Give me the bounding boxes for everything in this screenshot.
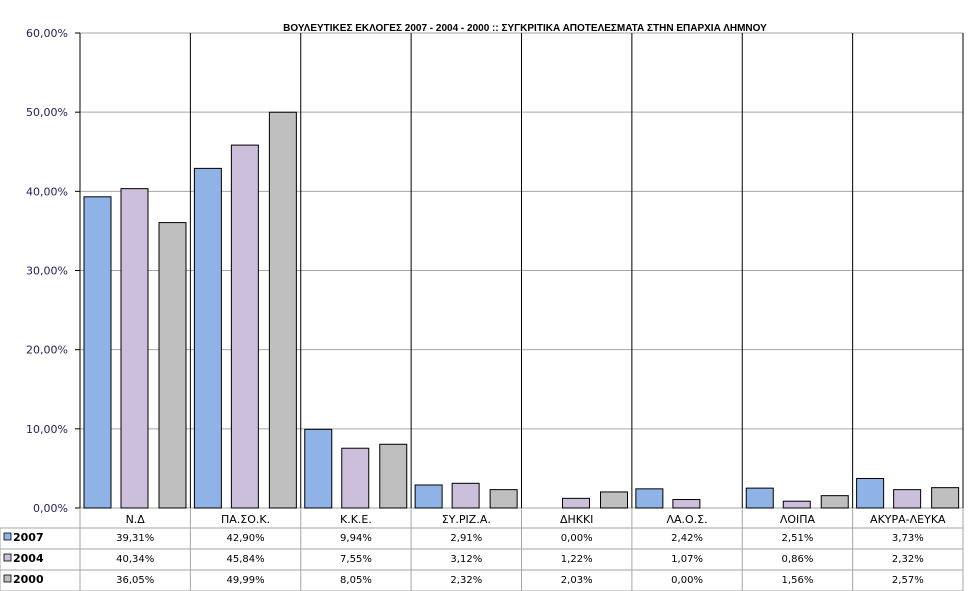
data-cell: 1,07% <box>671 554 703 565</box>
bar-2007-6 <box>635 488 664 509</box>
chart-title: ΒΟΥΛΕΥΤΙΚΕΣ ΕΚΛΟΓΕΣ 2007 - 2004 - 2000 :… <box>283 23 767 34</box>
category-label: ΛΟΙΠΑ <box>780 513 816 526</box>
data-cell: 8,05% <box>340 575 372 586</box>
legend-key-2000 <box>3 574 12 583</box>
data-cell: 3,73% <box>892 533 924 544</box>
data-cell: 1,22% <box>561 554 593 565</box>
bar-2000-4 <box>489 489 518 509</box>
data-cell: 36,05% <box>116 575 154 586</box>
bar-2004-4 <box>451 482 480 509</box>
data-cell: 0,00% <box>561 533 593 544</box>
bar-2000-2 <box>268 111 297 509</box>
bar-2004-8 <box>893 489 922 509</box>
data-cell: 2,42% <box>671 533 703 544</box>
data-cell: 7,55% <box>340 554 372 565</box>
bar-2007-3 <box>304 428 333 509</box>
category-label: Ν.Δ <box>126 513 146 526</box>
bar-2007-4 <box>414 484 443 509</box>
bars <box>83 111 960 509</box>
bar-2007-8 <box>856 477 885 509</box>
data-cell: 49,99% <box>226 575 264 586</box>
data-cell: 0,00% <box>671 575 703 586</box>
category-label: ΣΥ.ΡΙΖ.Α. <box>442 513 491 526</box>
data-cell: 2,51% <box>782 533 814 544</box>
y-tick-label: 10,00% <box>26 423 68 436</box>
data-cell: 2,91% <box>450 533 482 544</box>
y-tick-label: 40,00% <box>26 185 68 198</box>
bar-2000-5 <box>600 491 628 509</box>
y-axis: 0,00% 10,00% 20,00% 30,00% 40,00% 50,00% 60,00… <box>26 27 81 515</box>
bar-2004-1 <box>120 188 149 509</box>
data-cell: 39,31% <box>116 533 154 544</box>
data-cell: 42,90% <box>226 533 264 544</box>
bar-2004-2 <box>230 144 259 509</box>
bar-2007-2 <box>193 167 222 509</box>
bar-2004-7 <box>782 500 811 509</box>
bar-2000-1 <box>158 222 187 509</box>
data-cell: 2,32% <box>892 554 924 565</box>
y-tick-label: 30,00% <box>26 265 68 278</box>
data-table: Ν.Δ ΠΑ.ΣΟ.Κ. Κ.Κ.Ε. ΣΥ.ΡΙΖ.Α. ΔΗΚΚΙ ΛΑ.Ο.Σ. ΛΟ… <box>0 508 964 591</box>
data-cell: 0,86% <box>782 554 814 565</box>
bar-2000-7 <box>820 495 849 509</box>
legend-key-2004 <box>3 553 12 562</box>
bar-2000-8 <box>931 487 960 509</box>
bar-2004-5 <box>562 497 590 509</box>
data-cell: 2,57% <box>892 575 924 586</box>
data-cell: 45,84% <box>226 554 264 565</box>
legend-label: 2004 <box>13 552 44 565</box>
y-tick-label: 50,00% <box>26 106 68 119</box>
bar-2004-3 <box>341 447 370 509</box>
category-label: ΑΚΥΡΑ-ΛΕΥΚΑ <box>870 513 946 526</box>
legend-key-2007 <box>3 532 12 541</box>
data-cell: 3,12% <box>450 554 482 565</box>
legend-label: 2000 <box>13 573 44 586</box>
gridlines <box>79 32 964 509</box>
bar-2007-1 <box>83 196 112 509</box>
data-cell: 2,32% <box>450 575 482 586</box>
data-cell: 40,34% <box>116 554 154 565</box>
category-label: Κ.Κ.Ε. <box>340 513 372 526</box>
category-label: ΔΗΚΚΙ <box>560 513 593 526</box>
y-tick-label: 20,00% <box>26 344 68 357</box>
category-label: ΛΑ.Ο.Σ. <box>666 513 707 526</box>
bar-2000-3 <box>379 443 408 509</box>
data-cell: 2,03% <box>561 575 593 586</box>
y-tick-label: 60,00% <box>26 27 68 40</box>
data-cell: 9,94% <box>340 533 372 544</box>
bar-2004-6 <box>672 499 701 509</box>
bar-2007-7 <box>745 487 774 509</box>
category-label: ΠΑ.ΣΟ.Κ. <box>221 513 270 526</box>
legend-label: 2007 <box>13 531 44 544</box>
y-tick-label: 0,00% <box>33 502 68 515</box>
data-cell: 1,56% <box>782 575 814 586</box>
